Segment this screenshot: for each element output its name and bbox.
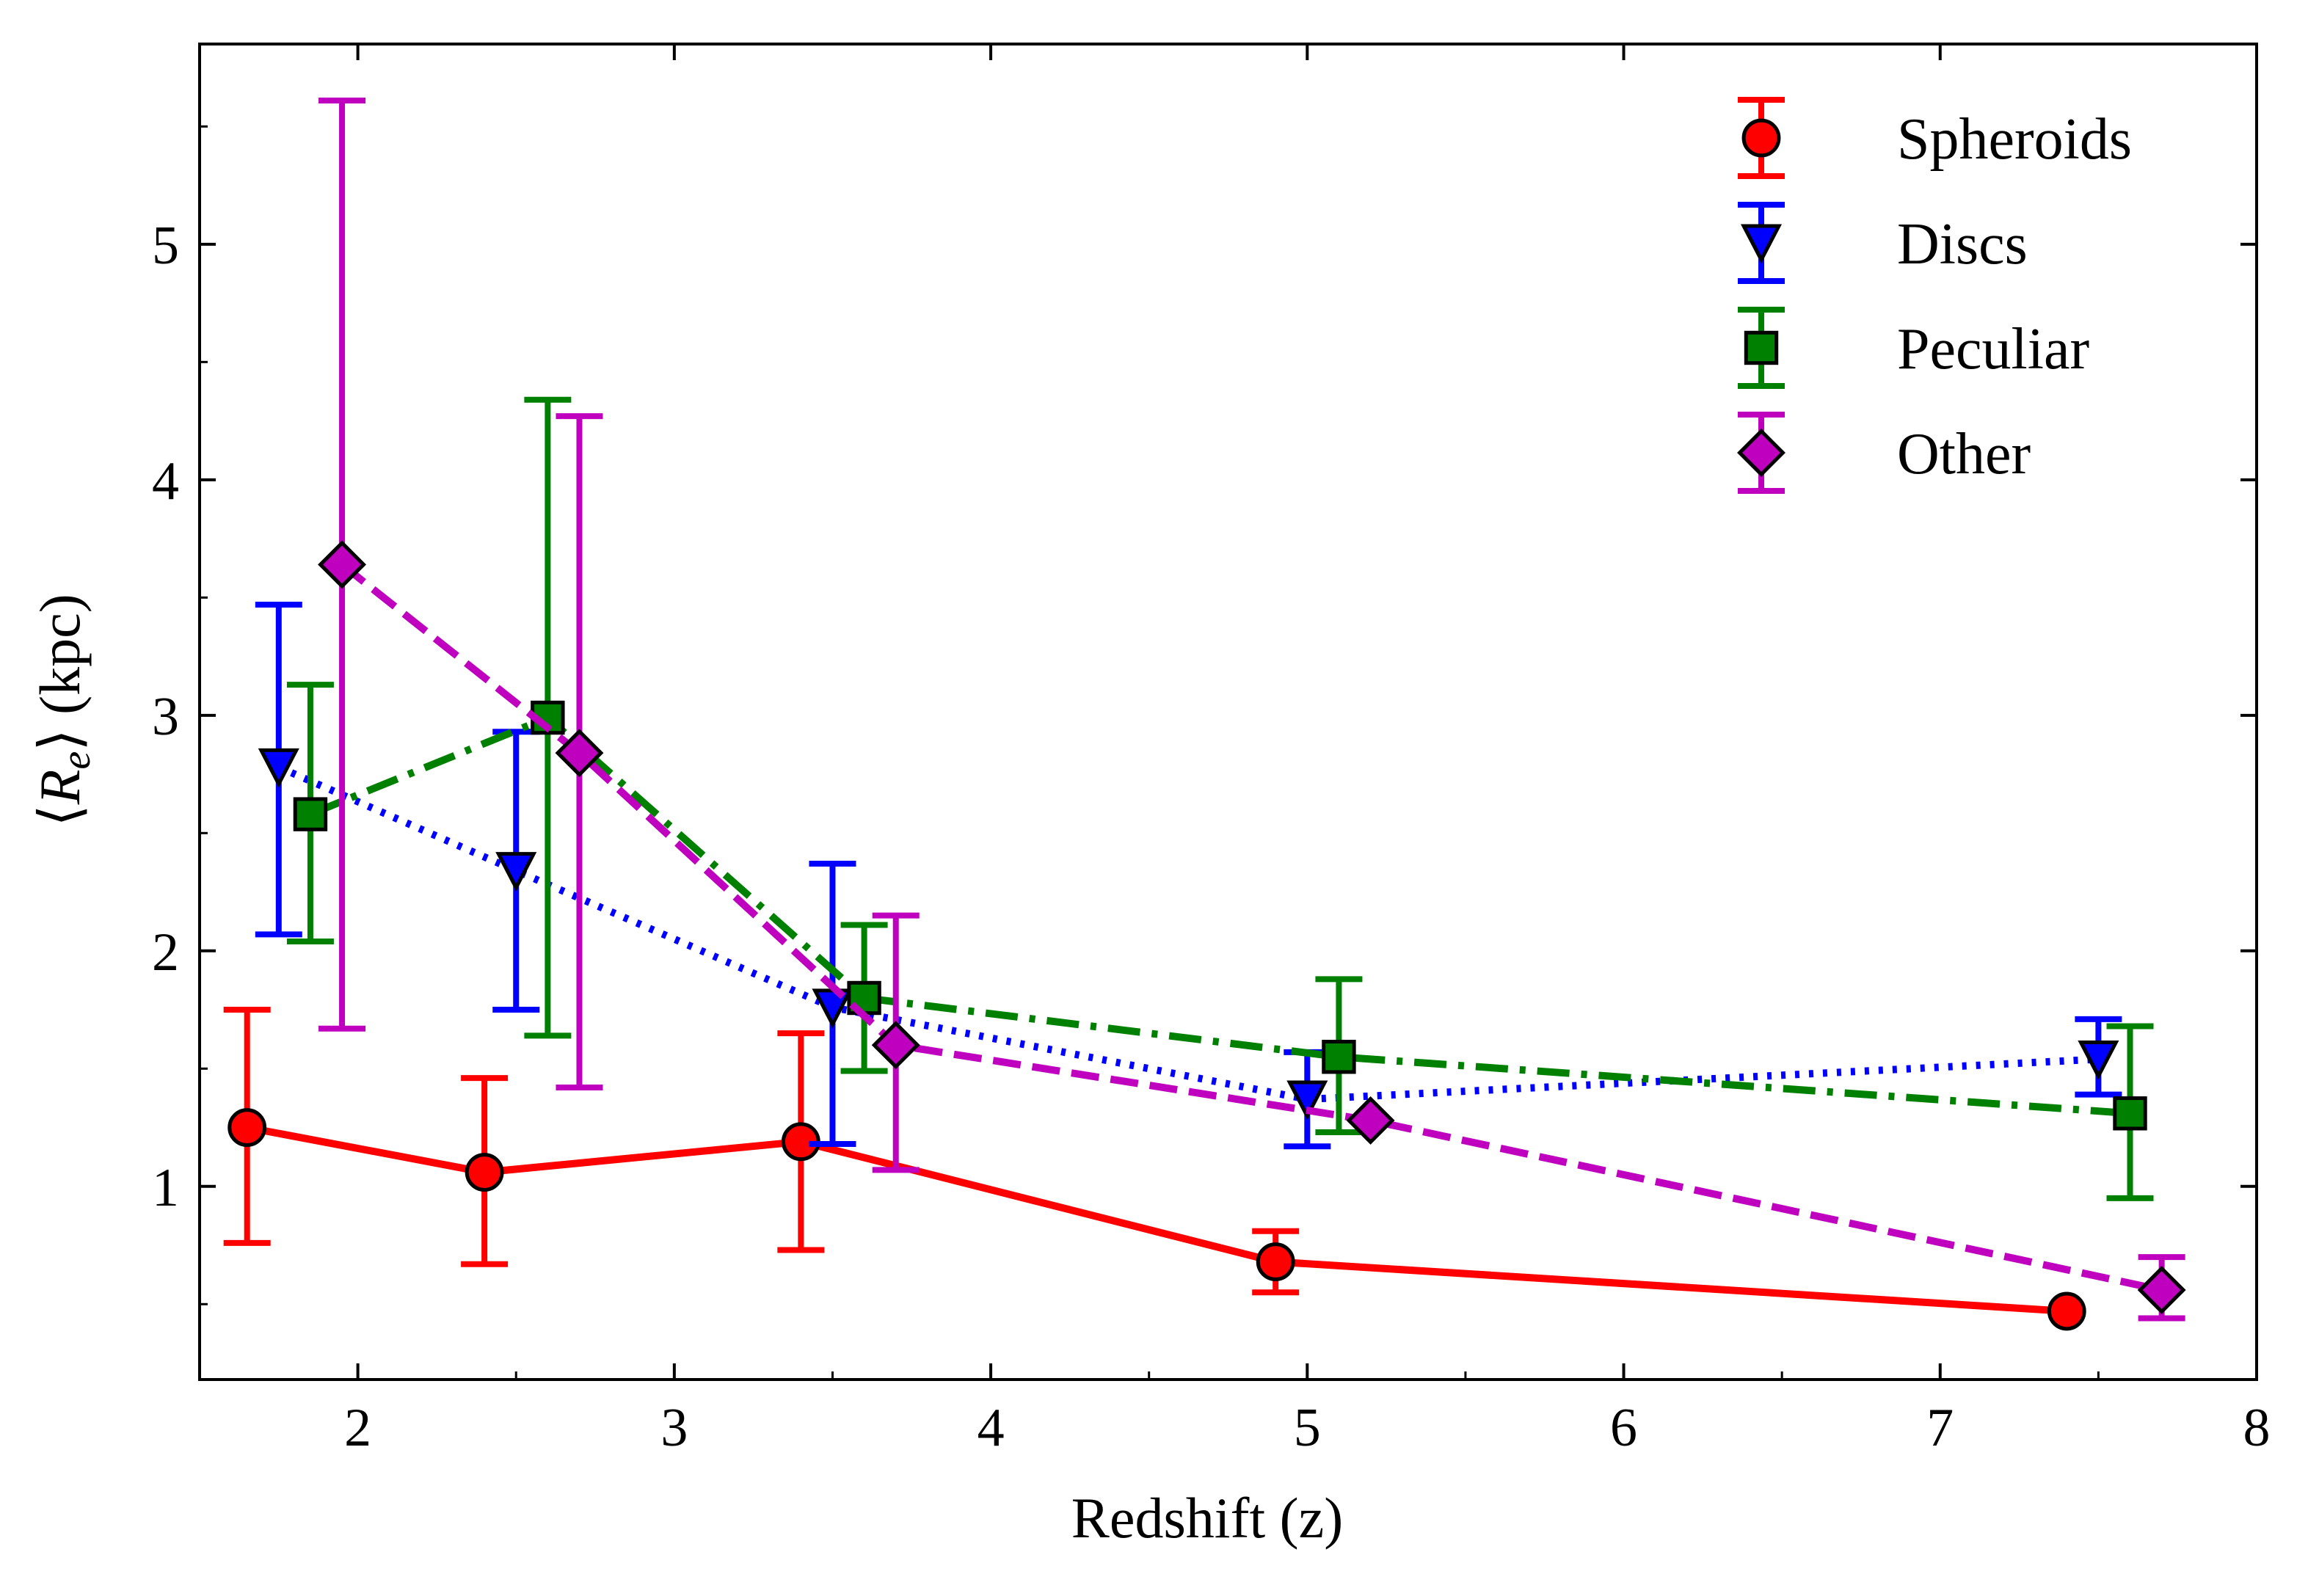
data-point-peculiar (2113, 1096, 2147, 1131)
y-tick-label: 4 (152, 451, 179, 511)
x-tick-label: 8 (2243, 1398, 2271, 1458)
y-tick-label: 3 (152, 687, 179, 747)
data-point-discs (2078, 1040, 2119, 1080)
legend-marker-peculiar (1744, 330, 1779, 365)
series-other (318, 98, 2186, 1322)
x-tick-label: 3 (660, 1398, 688, 1458)
series-spheroids (223, 1007, 2086, 1331)
data-point-other (1346, 1096, 1395, 1145)
y-tick-label: 5 (152, 216, 179, 276)
y-axis-label-unit: (kpc) (28, 594, 92, 715)
x-tick-label: 4 (978, 1398, 1005, 1458)
data-point-other (871, 1021, 920, 1070)
legend-item-other: Other (1737, 412, 2031, 494)
legend-marker-other (1737, 429, 1785, 477)
data-point-discs (495, 852, 537, 892)
data-point-spheroids (1256, 1242, 1295, 1281)
legend-label-discs: Discs (1897, 212, 2028, 277)
y-axis-label-subscript: e (54, 751, 99, 770)
data-point-discs (258, 748, 299, 788)
data-point-spheroids (465, 1153, 504, 1192)
x-tick-label: 5 (1294, 1398, 1321, 1458)
plot-frame (198, 43, 2258, 1381)
legend-item-spheroids: Spheroids (1738, 97, 2132, 179)
data-layer (223, 98, 2186, 1331)
legend-marker-spheroids (1741, 118, 1781, 158)
data-point-spheroids (2047, 1291, 2086, 1331)
data-point-discs (1286, 1080, 1328, 1121)
series-peculiar (286, 396, 2154, 1201)
data-point-spheroids (227, 1108, 267, 1147)
x-axis-label: Redshift (z) (1071, 1486, 1343, 1550)
legend-label-other: Other (1897, 422, 2031, 487)
series-discs (255, 601, 2122, 1150)
data-point-peculiar (1322, 1040, 1356, 1074)
data-point-other (2137, 1266, 2186, 1315)
y-axis-label-right-bracket: ⟩ (28, 729, 92, 751)
y-axis-label-left-bracket: ⟨ (28, 804, 92, 826)
x-tick-label: 2 (344, 1398, 371, 1458)
x-tick-label: 6 (1610, 1398, 1637, 1458)
legend-marker-discs (1740, 224, 1783, 264)
legend-label-spheroids: Spheroids (1897, 107, 2132, 172)
y-tick-label: 2 (152, 922, 179, 983)
y-tick-label: 1 (152, 1158, 179, 1218)
legend: Spheroids Discs Peculiar Other (1737, 97, 2132, 494)
legend-label-peculiar: Peculiar (1897, 317, 2089, 382)
axes-layer: 2 3 4 5 6 7 8 1 2 3 4 5 (152, 43, 2271, 1458)
y-axis-label: ⟨Re⟩ (kpc) (28, 594, 99, 826)
data-point-peculiar (293, 797, 328, 831)
data-point-other (555, 729, 604, 778)
legend-item-peculiar: Peculiar (1738, 307, 2089, 389)
data-point-other (318, 540, 367, 589)
x-tick-label: 7 (1926, 1398, 1954, 1458)
y-axis-label-symbol: R (28, 770, 92, 806)
legend-item-discs: Discs (1738, 202, 2028, 284)
